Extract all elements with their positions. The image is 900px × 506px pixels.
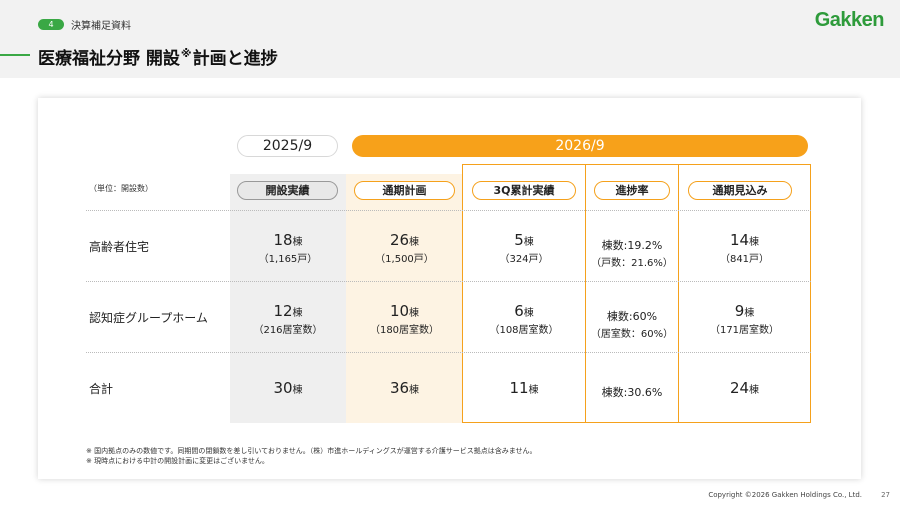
header-band [0,0,900,78]
page-badge: 4 [38,19,64,30]
col-header-plan: 通期計画 [354,181,455,200]
cell-rate: 棟数:19.2% （戸数：21.6%） [591,239,673,269]
cell-actual: 12棟 （216居室数） [253,302,323,336]
gakken-logo: Gakken [814,9,885,31]
footnote-2: ※ 現時点における中計の開設計画に変更はございません。 [86,457,269,465]
cell-actual: 18棟 （1,165戸） [258,231,318,265]
row-divider [86,210,811,211]
col-header-forecast: 通期見込み [688,181,792,200]
footnote-1: ※ 国内拠点のみの数値です。同期間の閉鎖数を差し引いておりません。（株）市進ホー… [86,447,537,455]
cell-forecast: 14棟 （841戸） [719,231,770,265]
col-divider [678,164,679,423]
cell-plan: 10棟 （180居室数） [369,302,440,336]
unit-label: （単位：開設数） [89,184,153,193]
section-label: 決算補足資料 [71,21,131,32]
cell-rate: 棟数:60% （居室数：60%） [590,310,674,340]
cell-q3: 5棟 （324戸） [499,231,549,265]
col-header-q3: 3Q累計実績 [472,181,576,200]
row-label-senior-housing: 高齢者住宅 [89,240,150,254]
col-header-rate: 進捗率 [594,181,670,200]
cell-plan: 26棟 （1,500戸） [375,231,434,265]
col-bg-plan [346,174,463,423]
cell-forecast: 24棟 [729,379,760,397]
page-number: 27 [881,491,890,499]
col-header-actual: 開設実績 [237,181,338,200]
year-pill-2026: 2026/9 [352,135,808,157]
cell-q3: 6棟 （108居室数） [489,302,559,336]
frame-2026-actuals [462,164,811,423]
page-title: 医療福祉分野 開設※計画と進捗 [38,47,278,69]
row-label-total: 合計 [89,382,114,396]
cell-rate: 棟数:30.6% [601,386,663,399]
row-divider [86,352,811,353]
col-bg-2025 [230,174,346,423]
year-pill-2025: 2025/9 [237,135,338,157]
row-divider [86,281,811,282]
cell-actual: 30棟 [273,379,303,397]
copyright: Copyright ©2026 Gakken Holdings Co., Ltd… [708,491,862,499]
row-label-dementia-group-home: 認知症グループホーム [89,311,208,325]
cell-forecast: 9棟 （171居室数） [709,302,780,336]
cell-q3: 11棟 [509,379,539,397]
col-divider [585,164,586,423]
cell-plan: 36棟 [389,379,420,397]
title-accent-line [0,54,30,56]
